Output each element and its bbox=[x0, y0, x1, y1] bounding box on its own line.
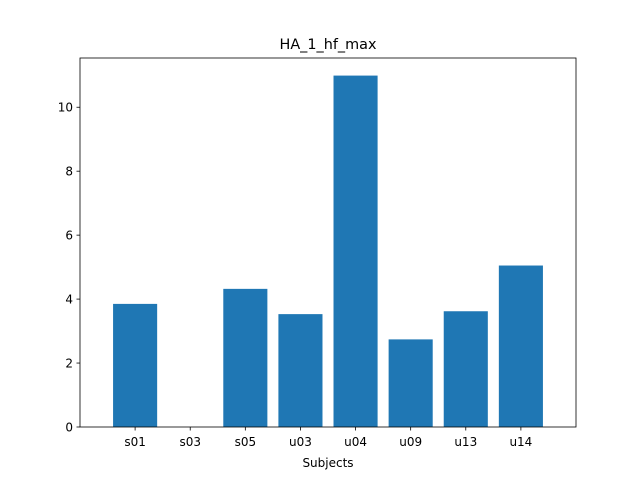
bar-u13 bbox=[443, 311, 488, 427]
x-tick-label: u14 bbox=[509, 435, 532, 449]
bar-u03 bbox=[278, 314, 323, 427]
x-tick-label: u09 bbox=[399, 435, 422, 449]
x-tick-label: u04 bbox=[344, 435, 367, 449]
y-tick-label: 10 bbox=[58, 101, 73, 115]
x-tick-label: u13 bbox=[454, 435, 477, 449]
bar-u14 bbox=[498, 265, 543, 427]
x-axis-label: Subjects bbox=[302, 456, 353, 470]
y-tick-label: 8 bbox=[65, 165, 73, 179]
y-tick-label: 2 bbox=[65, 357, 73, 371]
y-tick-label: 6 bbox=[65, 229, 73, 243]
bar-u04 bbox=[333, 75, 378, 427]
bar-s05 bbox=[223, 288, 268, 427]
x-axis: s01 s03 s05 u03 u04 u09 u13 u14 bbox=[124, 427, 532, 449]
x-tick-label: u03 bbox=[289, 435, 312, 449]
x-tick-label: s01 bbox=[124, 435, 146, 449]
x-tick-label: s03 bbox=[179, 435, 201, 449]
y-tick-label: 0 bbox=[65, 421, 73, 435]
chart-title: HA_1_hf_max bbox=[280, 37, 377, 53]
y-tick-label: 4 bbox=[65, 293, 73, 307]
bar-u09 bbox=[388, 339, 433, 427]
bars-group bbox=[113, 75, 543, 427]
plot-frame bbox=[79, 57, 577, 428]
y-axis: 0 2 4 6 8 10 bbox=[58, 101, 80, 435]
x-tick-label: s05 bbox=[235, 435, 257, 449]
bar-s01 bbox=[113, 303, 158, 427]
